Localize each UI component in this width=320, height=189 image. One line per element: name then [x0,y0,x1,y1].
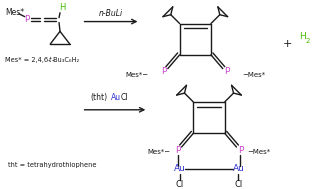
Text: Mes* = 2,4,6-: Mes* = 2,4,6- [5,57,51,63]
Text: P: P [224,67,229,76]
Text: 2: 2 [306,38,310,44]
Text: t: t [48,57,51,63]
Text: n-BuLi: n-BuLi [99,9,123,18]
Text: Cl: Cl [121,93,128,102]
Text: H: H [299,32,306,41]
Text: P: P [24,15,29,24]
Text: Cl: Cl [234,180,243,189]
Text: +: + [283,39,292,49]
Text: Au: Au [233,164,244,173]
Text: Cl: Cl [175,180,184,189]
Text: Au: Au [174,164,186,173]
Text: (tht): (tht) [90,93,107,102]
Text: P: P [175,146,180,156]
Text: −Mes*: −Mes* [242,71,266,77]
Text: -Bu₃C₆H₂: -Bu₃C₆H₂ [52,57,80,63]
Text: Mes*−: Mes*− [148,149,171,155]
Text: tht = tetrahydrothiophene: tht = tetrahydrothiophene [8,162,97,168]
Text: Au: Au [111,93,121,102]
Text: Mes*: Mes* [5,8,24,17]
Text: Mes*−: Mes*− [125,71,148,77]
Text: H: H [59,3,65,12]
Text: −Mes*: −Mes* [247,149,270,155]
Text: P: P [161,67,167,76]
Text: P: P [238,146,243,156]
